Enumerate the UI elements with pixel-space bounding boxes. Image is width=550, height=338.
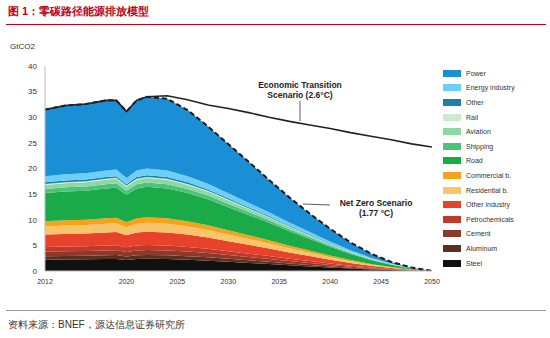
svg-text:2012: 2012 [37, 278, 53, 285]
html-text:Steel: Steel [466, 259, 482, 267]
html-text:Residential b.: Residential b. [466, 186, 509, 194]
svg-text:2030: 2030 [221, 278, 237, 285]
svg-text:30: 30 [28, 113, 37, 122]
html-text:图 1：零碳路径能源排放模型: 图 1：零碳路径能源排放模型 [8, 5, 150, 17]
svg-text:2035: 2035 [271, 278, 287, 285]
svg-text:35: 35 [28, 87, 37, 96]
svg-text:25: 25 [28, 139, 37, 148]
html-text:GtCO2: GtCO2 [10, 42, 35, 51]
svg-text:5: 5 [33, 241, 38, 250]
svg-text:15: 15 [28, 190, 37, 199]
svg-text:0: 0 [33, 267, 38, 276]
html-text:Petrochemicals: Petrochemicals [466, 215, 514, 223]
html-text:Other: Other [466, 99, 484, 106]
html-text:Road: Road [466, 157, 483, 165]
svg-text:10: 10 [28, 216, 37, 225]
html-text:Net Zero Scenario (1.77 °C): Net Zero Scenario (1.77 °C) [339, 198, 413, 218]
html-text:Rail: Rail [466, 113, 479, 121]
html-text:资料来源：BNEF，源达信息证券研究所: 资料来源：BNEF，源达信息证券研究所 [8, 319, 185, 330]
svg-text:40: 40 [28, 62, 37, 71]
html-text:Aluminum: Aluminum [466, 244, 498, 252]
svg-text:2045: 2045 [373, 278, 389, 285]
svg-text:2025: 2025 [170, 278, 186, 285]
html-text:Economic Transition Scenario (: Economic Transition Scenario (2.6°C) [258, 80, 342, 100]
html-text:Aviation: Aviation [466, 128, 491, 136]
svg-text:2020: 2020 [119, 278, 135, 285]
svg-text:20: 20 [28, 164, 37, 173]
svg-text:2040: 2040 [322, 278, 338, 285]
html-text:Cement: Cement [466, 230, 491, 238]
html-text:Commercial b.: Commercial b. [466, 172, 512, 179]
html-text:Shipping: Shipping [466, 142, 494, 150]
html-text:Other industry: Other industry [466, 201, 510, 209]
svg-text:2050: 2050 [424, 278, 440, 285]
html-text:Energy industry: Energy industry [466, 84, 515, 92]
html-text:Power: Power [466, 69, 486, 77]
